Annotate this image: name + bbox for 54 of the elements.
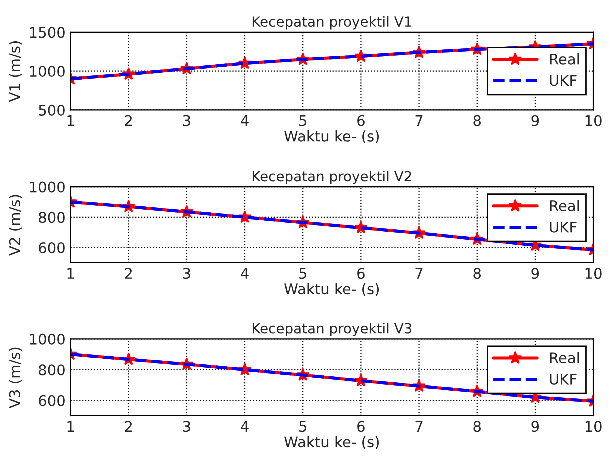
x-tick-label: 8: [474, 268, 481, 280]
y-tick-label: 600: [39, 395, 65, 406]
y-tick-label: 800: [39, 364, 65, 376]
x-tick-label: 9: [532, 268, 540, 280]
x-tick-label: 4: [241, 268, 249, 279]
x-tick-label: 10: [586, 268, 602, 280]
x-tick-label: 2: [125, 421, 132, 432]
x-tick-label: 6: [358, 268, 365, 280]
x-tick-label: 7: [416, 421, 423, 432]
x-tick-label: 6: [358, 115, 365, 126]
y-axis-title: V1 (m/s): [9, 42, 22, 102]
legend-label: Real: [550, 352, 580, 364]
x-axis-title: Waktu ke- (s): [284, 436, 380, 450]
x-tick-label: 3: [183, 268, 190, 280]
x-axis-title: Waktu ke- (s): [284, 130, 380, 144]
x-tick-label: 2: [125, 268, 132, 279]
y-tick-label: 1000: [30, 66, 65, 78]
y-axis-title: V2 (m/s): [9, 195, 22, 256]
chart-title: Kecepatan proyektil V3: [252, 323, 412, 336]
x-tick-label: 5: [300, 116, 306, 126]
legend-label: UKF: [550, 222, 577, 233]
legend-label: UKF: [550, 374, 577, 385]
y-tick-label: 1000: [30, 182, 65, 193]
y-tick-label: 1500: [30, 27, 65, 38]
x-tick-label: 7: [416, 268, 423, 279]
x-axis-title: Waktu ke- (s): [284, 283, 380, 296]
x-tick-label: 3: [183, 115, 190, 126]
chart-title: Kecepatan proyektil V2: [252, 170, 412, 184]
x-tick-label: 5: [300, 421, 306, 432]
y-tick-label: 500: [39, 104, 65, 116]
chart-title: Kecepatan proyektil V1: [252, 16, 412, 30]
x-tick-label: 4: [241, 421, 249, 432]
x-tick-label: 9: [532, 421, 540, 432]
y-tick-label: 1000: [30, 334, 65, 345]
y-axis-title: V3 (m/s): [9, 348, 22, 408]
x-tick-label: 3: [183, 421, 190, 432]
y-tick-label: 800: [39, 212, 65, 224]
x-tick-label: 2: [125, 115, 132, 126]
legend-label: Real: [550, 54, 580, 65]
x-tick-label: 1: [68, 421, 74, 432]
x-tick-label: 10: [586, 115, 602, 126]
x-tick-label: 6: [358, 421, 365, 432]
x-tick-label: 8: [474, 115, 481, 126]
x-tick-label: 1: [68, 116, 74, 126]
x-tick-label: 7: [416, 116, 423, 126]
legend-label: UKF: [550, 75, 577, 86]
x-tick-label: 4: [241, 116, 249, 126]
x-tick-label: 8: [474, 421, 481, 432]
legend-label: Real: [550, 200, 580, 212]
x-tick-label: 9: [532, 115, 540, 126]
x-tick-label: 10: [586, 421, 602, 432]
x-tick-label: 5: [300, 268, 306, 280]
y-tick-label: 600: [39, 242, 65, 254]
x-tick-label: 1: [68, 268, 74, 279]
